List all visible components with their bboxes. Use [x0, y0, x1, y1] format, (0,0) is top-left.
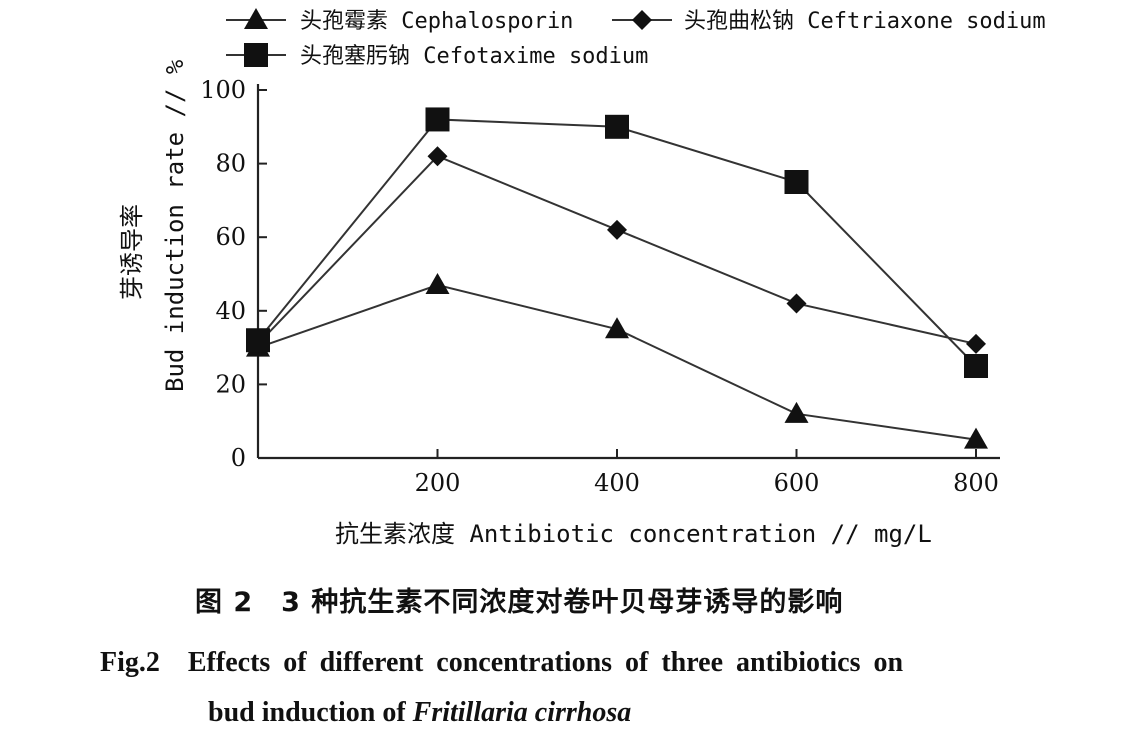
data-point-triangle: [964, 427, 988, 449]
legend-marker-diamond: [632, 10, 652, 30]
legend-marker-square: [244, 43, 268, 67]
series-triangle: [246, 273, 988, 449]
series-line: [257, 283, 977, 441]
x-tick-label: 400: [594, 469, 640, 497]
data-point-triangle: [605, 317, 629, 339]
caption-species-name: Fritillaria cirrhosa: [412, 697, 632, 728]
data-point-square: [425, 107, 450, 132]
caption-english-prefix: bud induction of: [208, 697, 413, 728]
data-point-triangle: [784, 401, 809, 423]
y-axis-title-chinese: 芽诱导率: [118, 204, 146, 300]
legend-label: 头孢霉素 Cephalosporin: [300, 9, 573, 34]
caption-english-line2: bud induction of Fritillaria cirrhosa: [208, 697, 631, 729]
x-tick-label: 600: [774, 469, 820, 497]
y-tick-label: 80: [215, 150, 246, 178]
data-point-diamond: [607, 219, 627, 240]
legend-marker-triangle: [244, 8, 268, 29]
x-tick-label: 200: [415, 469, 461, 497]
data-point-triangle: [425, 273, 450, 295]
data-point-square: [246, 328, 270, 353]
data-point-diamond: [966, 333, 986, 354]
y-axis-title: Bud induction rate // %: [161, 59, 189, 392]
caption-chinese: 图 2 3 种抗生素不同浓度对卷叶贝母芽诱导的影响: [195, 587, 844, 618]
y-tick-label: 0: [231, 444, 246, 472]
data-point-square: [784, 170, 809, 194]
data-point-square: [605, 114, 629, 139]
legend-label: 头孢曲松钠 Ceftriaxone sodium: [684, 9, 1046, 34]
legend-label: 头孢塞肟钠 Cefotaxime sodium: [300, 44, 648, 69]
legend-item: 头孢曲松钠 Ceftriaxone sodium: [612, 9, 1046, 34]
y-tick-label: 40: [215, 297, 246, 325]
x-axis-title: 抗生素浓度 Antibiotic concentration // mg/L: [335, 520, 932, 548]
series-line: [257, 155, 977, 345]
y-tick-label: 60: [215, 223, 246, 251]
y-tick-label: 20: [215, 370, 246, 398]
series-square: [246, 107, 988, 378]
data-point-diamond: [427, 146, 448, 167]
line-chart: 0 20 40 60 80 100 200 400 600 800 抗生素浓度 Antibiotic…: [118, 8, 1046, 548]
data-point-square: [964, 354, 988, 378]
data-point-diamond: [786, 293, 807, 314]
legend-item: 头孢塞肟钠 Cefotaxime sodium: [226, 43, 648, 69]
x-tick-label: 800: [953, 469, 999, 497]
y-tick-label: 100: [200, 76, 246, 104]
legend-item: 头孢霉素 Cephalosporin: [226, 8, 573, 34]
caption-english-line1: Fig.2 Effects of different concentration…: [100, 647, 904, 678]
